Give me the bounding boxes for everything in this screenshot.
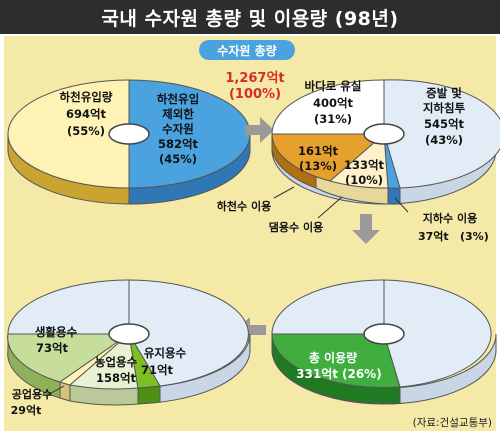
title-bar: 국내 수자원 총량 및 이용량 (98년) xyxy=(0,0,500,34)
value-groundwater: 37억t xyxy=(418,230,449,243)
donut2-hole xyxy=(363,123,405,145)
slice-river-water xyxy=(271,133,386,182)
label-lost-to-sea: 바다로 유실 xyxy=(305,79,362,93)
slice-excluding-inflow xyxy=(128,79,251,189)
leader-river-water xyxy=(273,186,295,199)
slice-evaporation xyxy=(383,79,500,189)
slice-river-inflow xyxy=(7,79,130,189)
label-living-water: 생활용수 xyxy=(35,325,78,339)
percent-total-usage: (26%) xyxy=(342,367,382,381)
source-note: (자료:건설교통부) xyxy=(413,417,492,429)
leader-industrial-water xyxy=(45,385,65,397)
value-excluding: 582억t xyxy=(158,137,199,151)
donut4-side-maint xyxy=(137,385,161,405)
percent-dam-water: (10%) xyxy=(345,173,383,187)
donut-hole xyxy=(108,123,150,145)
value-total-usage: 331억t xyxy=(296,367,338,381)
percent-river-water: (13%) xyxy=(299,159,337,173)
percent-excluding: (45%) xyxy=(159,152,197,166)
donut4-hole xyxy=(108,323,150,345)
percent-river-inflow: (55%) xyxy=(67,124,105,138)
chart-title: 국내 수자원 총량 및 이용량 (98년) xyxy=(101,8,399,30)
value-agricultural-water: 158억t xyxy=(96,371,137,385)
label-excluding-line2: 제외한 xyxy=(162,107,194,121)
donut-usage-by-purpose: 생활용수 73억t 농업용수 158억t 유지용수 71억t xyxy=(7,279,251,406)
value-industrial-water: 29억t xyxy=(11,404,42,417)
leader-groundwater xyxy=(394,197,409,213)
arrow-down xyxy=(352,214,380,244)
value-maintenance-water: 71억t xyxy=(141,363,174,377)
slice-unused xyxy=(383,279,492,388)
donut3-hole xyxy=(363,323,405,345)
slice-lost-to-sea xyxy=(271,79,385,135)
value-evaporation: 545억t xyxy=(424,117,465,131)
value-river-water: 161억t xyxy=(298,144,339,158)
total-badge xyxy=(199,40,295,60)
donut-usage-breakdown: 바다로 유실 400억t (31%) 증발 및 지하침투 545억t (43%)… xyxy=(271,79,500,205)
total-percent: (100%) xyxy=(229,87,281,102)
arrow-right xyxy=(245,117,274,143)
percent-lost-to-sea: (31%) xyxy=(314,112,352,126)
donut-total-usage: 총 이용량 331억t (26%) xyxy=(271,279,497,405)
value-dam-water: 133억t xyxy=(344,158,385,172)
label-evaporation-line1: 증발 및 xyxy=(426,86,462,100)
callout-dam-water: 댐용수 이용 xyxy=(269,220,323,234)
slice-unused-4r xyxy=(128,279,249,387)
label-river-inflow: 하천유입량 xyxy=(60,90,113,104)
slice-unused-4l xyxy=(7,279,130,335)
total-badge-group: 수자원 총량 1,267억t (100%) xyxy=(199,40,295,102)
slice-unused-left xyxy=(271,279,385,335)
slice-total-usage xyxy=(271,333,401,389)
slice-maintenance-water xyxy=(128,333,161,389)
label-maintenance-water: 유지용수 xyxy=(144,346,187,360)
callout-groundwater: 지하수 이용 xyxy=(423,211,477,225)
label-evaporation-line2: 지하침투 xyxy=(423,101,466,115)
value-lost-to-sea: 400억t xyxy=(313,96,354,110)
total-value: 1,267억t xyxy=(225,71,284,86)
label-excluding-line1: 하천유입 xyxy=(157,92,199,106)
value-river-inflow: 694억t xyxy=(66,107,107,121)
label-excluding-line3: 수자원 xyxy=(162,122,194,136)
callout-river-water: 하천수 이용 xyxy=(217,199,271,213)
value-living-water: 73억t xyxy=(36,341,69,355)
leader-dam-water xyxy=(317,196,343,219)
percent-groundwater: (3%) xyxy=(460,230,489,243)
label-total-usage: 총 이용량 xyxy=(309,350,357,365)
label-agricultural-water: 농업용수 xyxy=(95,355,138,369)
donut-total-resources: 하천유입량 694억t (55%) 하천유입 제외한 수자원 582억t (45… xyxy=(7,79,251,205)
percent-evaporation: (43%) xyxy=(425,133,463,147)
total-badge-label: 수자원 총량 xyxy=(217,43,276,58)
label-industrial-water: 공업용수 xyxy=(12,388,52,401)
slice-living-water xyxy=(7,333,131,383)
